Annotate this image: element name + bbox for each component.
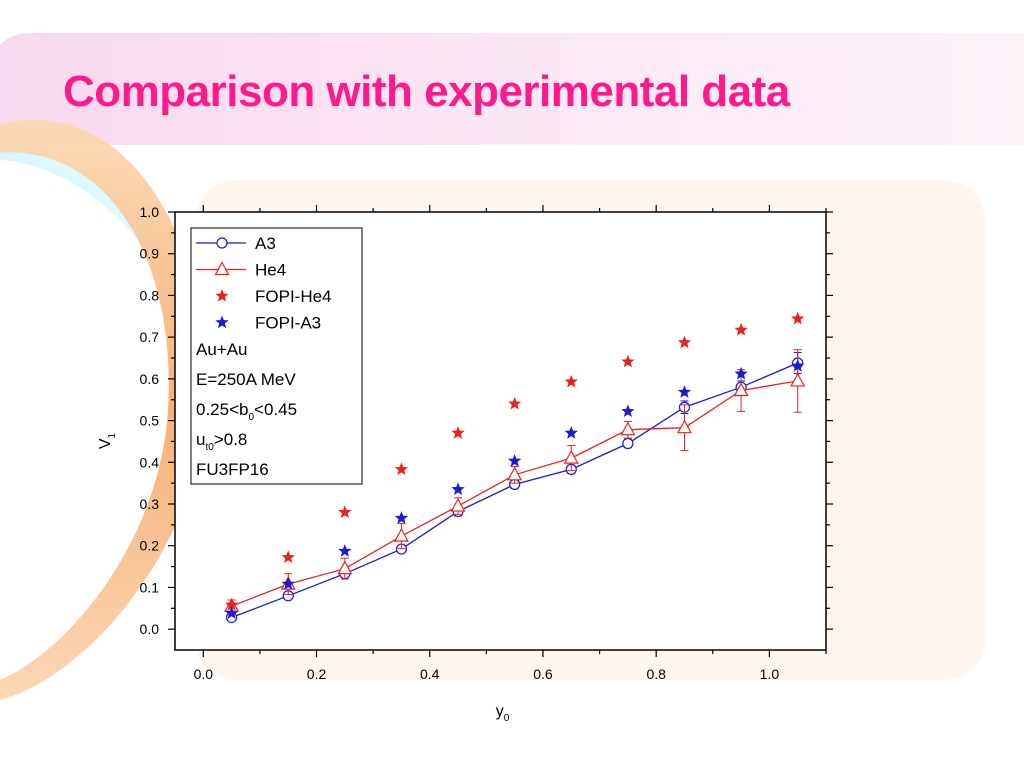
data-point (563, 449, 579, 464)
legend-label: He4 (255, 261, 286, 280)
data-point (450, 497, 466, 512)
title-band (0, 32, 1024, 145)
data-point (677, 385, 692, 398)
y-tick-label: 0.2 (140, 538, 160, 554)
y-tick-label: 0.4 (140, 454, 160, 470)
data-point (507, 466, 523, 481)
data-point (734, 323, 748, 336)
data-point (394, 511, 409, 524)
orange-swoosh (0, 119, 207, 700)
data-point (677, 335, 692, 349)
data-point (281, 577, 295, 590)
x-axis-title-main: y (496, 703, 504, 720)
y-tick-label: 0.6 (140, 371, 160, 387)
series-fopi-a3 (224, 358, 805, 619)
legend-annotation: ut0>0.8 (196, 430, 247, 453)
y-tick-label: 0.1 (140, 579, 160, 595)
legend-annotation: 0.25<b0<0.45 (196, 400, 297, 423)
data-point (451, 426, 465, 439)
legend-marker (216, 237, 228, 249)
legend-item: FOPI-He4 (215, 287, 332, 306)
y-tick-label: 0.7 (140, 329, 160, 345)
legend-items: A3 He4 FOPI-He4 FOPI-A3 (196, 234, 332, 333)
data-point (790, 372, 806, 387)
data-point (791, 358, 805, 372)
data-point (394, 462, 409, 476)
legend-item: FOPI-A3 (215, 314, 321, 333)
y-axis-title: V1 (97, 432, 118, 449)
axis-ticks (168, 205, 833, 657)
data-point (224, 597, 239, 611)
data-point (507, 454, 522, 467)
x-tick-label: 0.6 (533, 666, 553, 682)
data-point (337, 560, 353, 575)
data-point (621, 354, 635, 368)
slide-title: Comparison with experimental data (63, 67, 790, 116)
legend-label: FOPI-He4 (255, 287, 332, 306)
legend-marker (214, 261, 230, 276)
y-tick-label: 0.5 (140, 413, 160, 429)
x-axis-title: y0 (496, 703, 510, 724)
y-axis-title-sub: 1 (107, 432, 118, 438)
data-point (393, 527, 409, 542)
x-tick-label: 0.0 (194, 666, 214, 682)
data-point (734, 366, 748, 380)
x-tick-label: 0.8 (646, 666, 666, 682)
data-point (564, 426, 578, 439)
data-point (676, 419, 692, 434)
y-tick-label: 0.9 (140, 246, 160, 262)
data-point (791, 311, 805, 325)
y-tick-label: 1.0 (140, 204, 160, 220)
legend-annotation: E=250A MeV (196, 370, 296, 389)
legend-annotation: Au+Au (196, 340, 248, 359)
y-tick-label: 0.8 (140, 287, 160, 303)
series-layer (224, 311, 806, 624)
data-point (281, 550, 295, 564)
legend-marker (215, 289, 229, 302)
data-point (224, 606, 239, 619)
legend-item: A3 (196, 234, 276, 253)
y-axis-title-main: V (97, 438, 114, 449)
legend-label: A3 (255, 234, 276, 253)
data-point (507, 396, 522, 410)
data-point (451, 482, 465, 496)
y-tick-label: 0.0 (140, 621, 160, 637)
y-tick-label: 0.3 (140, 496, 160, 512)
data-point (733, 382, 749, 397)
legend: A3 He4 FOPI-He4 FOPI-A3 Au+Au E=250A MeV 0.25… (190, 227, 363, 485)
y-tick-labels: 0.0 0.1 0.2 0.3 0.4 0.5 0.6 0.7 0.8 0.9 1.0 (140, 204, 160, 637)
legend-item: He4 (196, 261, 286, 280)
legend-marker (215, 315, 229, 329)
legend-annotation: FU3FP16 (196, 460, 269, 479)
legend-annotations: Au+Au E=250A MeV 0.25<b0<0.45 ut0>0.8 FU3FP1… (196, 340, 297, 479)
x-tick-label: 0.4 (420, 666, 440, 682)
data-point (564, 374, 578, 388)
x-tick-label: 0.2 (307, 666, 327, 682)
data-point (338, 544, 352, 557)
series-fopi-he4 (224, 311, 805, 611)
x-axis-title-sub: 0 (504, 713, 510, 724)
x-tick-labels: 0.0 0.2 0.4 0.6 0.8 1.0 (194, 666, 780, 682)
data-point (621, 404, 635, 418)
data-point (622, 437, 634, 450)
x-tick-label: 1.0 (760, 666, 780, 682)
data-point (338, 505, 352, 519)
data-point (620, 421, 636, 436)
legend-label: FOPI-A3 (255, 314, 321, 333)
